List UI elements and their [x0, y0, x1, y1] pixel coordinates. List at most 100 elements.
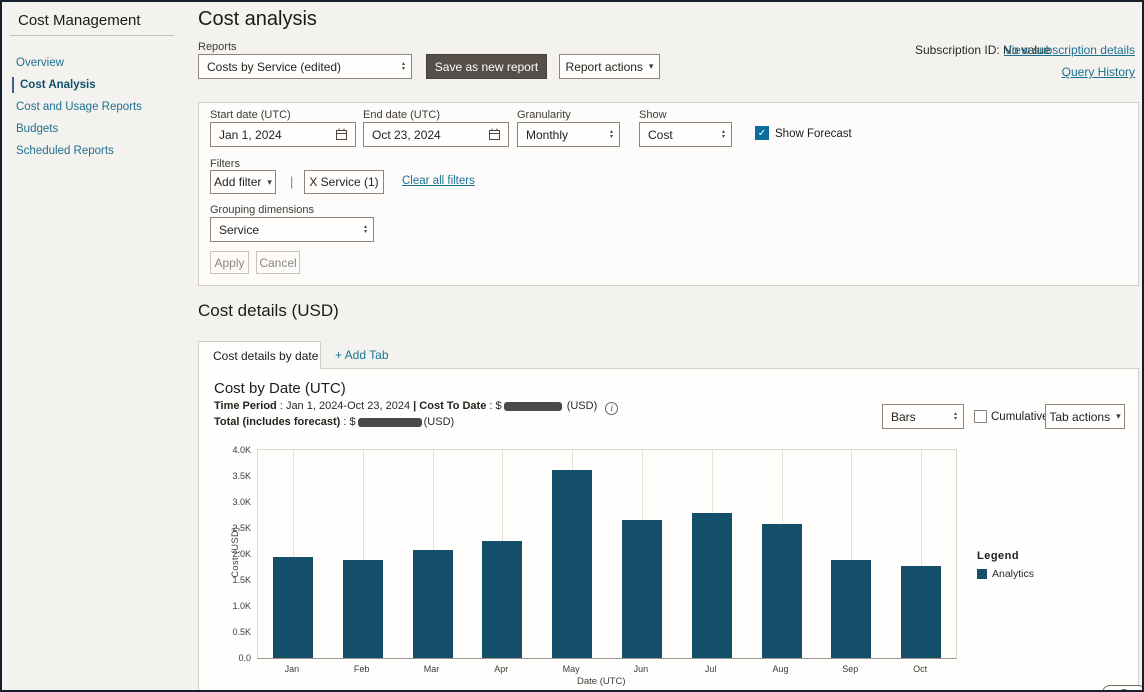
y-tick-label: 3.0K: [232, 497, 251, 507]
y-tick-label: 2.5K: [232, 523, 251, 533]
service-filter-label: X Service (1): [309, 175, 379, 189]
chart-title: Cost by Date (UTC): [214, 380, 346, 397]
view-subscription-details-link[interactable]: View subscription details: [1003, 43, 1135, 57]
x-tick-label: Jan: [284, 664, 300, 674]
granularity-select[interactable]: Monthly ▴ ▾: [517, 122, 620, 147]
y-tick-label: 1.0K: [232, 601, 251, 611]
bar-apr[interactable]: [482, 541, 523, 658]
legend-series-label: Analytics: [992, 568, 1035, 580]
show-value: Cost: [648, 127, 673, 142]
sidebar-divider: [10, 35, 174, 36]
report-actions-label: Report actions: [565, 59, 643, 74]
add-filter-label: Add filter: [214, 175, 262, 189]
check-icon: ✓: [757, 127, 767, 139]
query-history-link[interactable]: Query History: [1061, 65, 1135, 79]
legend-title: Legend: [977, 550, 1020, 562]
x-axis-title: Date (UTC): [577, 676, 626, 687]
bar-jun[interactable]: [621, 520, 662, 658]
start-date-label: Start date (UTC): [210, 109, 291, 121]
chart-meta-line-1: Time Period : Jan 1, 2024-Oct 23, 2024 |…: [214, 400, 619, 415]
sidebar-title: Cost Management: [18, 12, 141, 29]
bar-jan[interactable]: [272, 557, 313, 658]
sidebar-item-overview[interactable]: Overview: [16, 57, 64, 69]
bar-aug[interactable]: [761, 524, 802, 658]
show-select[interactable]: Cost ▴ ▾: [639, 122, 732, 147]
legend-swatch-analytics: [977, 569, 987, 579]
x-tick-label: Aug: [772, 664, 789, 674]
bar-sep[interactable]: [831, 560, 872, 658]
sidebar-item-scheduled-reports[interactable]: Scheduled Reports: [16, 145, 114, 157]
report-actions-button[interactable]: Report actions ▾: [559, 54, 660, 79]
currency-symbol: $: [495, 400, 502, 412]
x-tick-label: Oct: [913, 664, 928, 674]
grouping-dimensions-value: Service: [219, 222, 260, 237]
sidebar-item-budgets[interactable]: Budgets: [16, 123, 59, 135]
x-tick-label: Sep: [842, 664, 859, 674]
reports-label: Reports: [198, 41, 237, 53]
info-icon[interactable]: i: [605, 401, 619, 415]
show-forecast-checkbox[interactable]: ✓: [755, 126, 769, 140]
x-tick-label: Apr: [494, 664, 509, 674]
gridline: [292, 450, 294, 658]
redacted-amount: [503, 401, 562, 411]
bar-feb[interactable]: [342, 560, 383, 658]
sidebar-item-cost-analysis[interactable]: Cost Analysis: [2, 74, 186, 96]
time-period-value: Jan 1, 2024-Oct 23, 2024: [285, 400, 411, 412]
tab-cost-details-by-date[interactable]: Cost details by date: [198, 341, 321, 369]
y-tick-label: 1.5K: [232, 575, 251, 585]
tab-actions-label: Tab actions: [1049, 409, 1111, 424]
gridline: [362, 450, 364, 658]
apply-button[interactable]: Apply: [210, 251, 249, 274]
granularity-value: Monthly: [526, 127, 569, 142]
x-tick-label: Mar: [423, 664, 440, 674]
end-date-input[interactable]: Oct 23, 2024: [363, 122, 509, 147]
start-date-value: Jan 1, 2024: [219, 127, 282, 142]
bar-mar[interactable]: [412, 550, 453, 658]
chevron-down-icon: ▾: [648, 61, 654, 71]
colon: :: [486, 400, 496, 412]
add-filter-button[interactable]: Add filter ▾: [210, 170, 276, 194]
service-filter-chip[interactable]: X Service (1): [304, 170, 384, 194]
chevron-down-icon: ▾: [1116, 411, 1121, 421]
grouping-dimensions-select[interactable]: Service ▴ ▾: [210, 217, 374, 242]
sidebar-item-cost-usage-reports[interactable]: Cost and Usage Reports: [16, 101, 142, 113]
clear-all-filters-link[interactable]: Clear all filters: [402, 175, 475, 187]
y-tick-label: 2.0K: [232, 549, 251, 559]
redacted-amount: [357, 417, 422, 427]
usd-suffix: (USD): [423, 416, 455, 428]
time-period-label: Time Period: [214, 400, 277, 412]
filters-label: Filters: [210, 158, 240, 170]
currency-symbol: $: [349, 416, 356, 428]
granularity-label: Granularity: [517, 109, 571, 121]
start-date-input[interactable]: Jan 1, 2024: [210, 122, 356, 147]
subscription-id-text: Subscription ID: No value: [915, 43, 1051, 57]
add-tab-link[interactable]: + Add Tab: [335, 348, 389, 362]
bar-oct[interactable]: [901, 566, 942, 658]
meta-divider: |: [410, 400, 420, 412]
bar-may[interactable]: [552, 470, 593, 658]
tab-actions-button[interactable]: Tab actions ▾: [1045, 404, 1125, 429]
end-date-value: Oct 23, 2024: [372, 127, 441, 142]
chart-type-select[interactable]: Bars ▴ ▾: [882, 404, 964, 429]
colon: :: [340, 416, 350, 428]
show-label: Show: [639, 109, 667, 121]
gridline: [921, 450, 923, 658]
updown-caret-icon: ▴ ▾: [721, 128, 725, 140]
help-widget-peek[interactable]: [1102, 685, 1142, 690]
bar-jul[interactable]: [691, 513, 732, 658]
report-select[interactable]: Costs by Service (edited) ▴ ▾: [198, 54, 412, 79]
x-tick-label: May: [562, 664, 580, 674]
y-tick-label: 4.0K: [232, 445, 251, 455]
gridline: [851, 450, 853, 658]
cancel-button[interactable]: Cancel: [256, 251, 300, 274]
show-forecast-label: Show Forecast: [775, 128, 852, 140]
updown-caret-icon: ▴ ▾: [953, 410, 957, 422]
cumulative-label: Cumulative: [991, 411, 1049, 423]
calendar-icon[interactable]: [488, 128, 501, 141]
cost-to-date-label: Cost To Date: [419, 400, 487, 412]
calendar-icon[interactable]: [335, 128, 348, 141]
grouping-dimensions-label: Grouping dimensions: [210, 204, 314, 216]
cumulative-checkbox[interactable]: [974, 410, 987, 423]
save-as-new-report-button[interactable]: Save as new report: [426, 54, 547, 79]
